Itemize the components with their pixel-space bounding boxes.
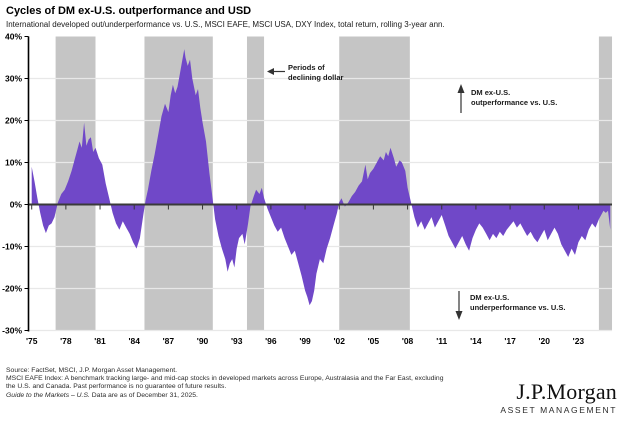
up-arrow-icon <box>457 84 465 93</box>
x-tick-label: '08 <box>402 336 414 346</box>
gtm-date: Data are as of December 31, 2025. <box>89 391 198 399</box>
declining-dollar-annotation: Periods of declining dollar <box>288 63 343 83</box>
jpmorgan-logo: J.P.Morgan ASSET MANAGEMENT <box>500 379 617 416</box>
asset-management-label: ASSET MANAGEMENT <box>500 405 617 415</box>
y-tick-label: -30% <box>2 326 22 336</box>
y-tick-label: 10% <box>5 158 22 168</box>
outperformance-annotation: DM ex-U.S. outperformance vs. U.S. <box>471 88 557 108</box>
left-arrow-icon <box>267 68 274 75</box>
x-tick-label: '99 <box>299 336 311 346</box>
gtm-title: Guide to the Markets – U.S. <box>6 391 90 399</box>
x-tick-label: '14 <box>470 336 482 346</box>
declining-dollar-line2: declining dollar <box>288 73 344 82</box>
x-tick-label: '02 <box>333 336 345 346</box>
underperformance-line2: underperformance vs. U.S. <box>470 303 566 312</box>
y-tick-label: 30% <box>5 74 22 84</box>
chart-subtitle: International developed out/underperform… <box>6 20 445 29</box>
y-tick-label: 0% <box>10 200 23 210</box>
footnote-block: Source: FactSet, MSCI, J.P. Morgan Asset… <box>6 367 443 400</box>
declining-dollar-band <box>598 36 613 331</box>
x-tick-label: '23 <box>573 336 585 346</box>
x-tick-label: '87 <box>163 336 175 346</box>
x-tick-label: '96 <box>265 336 277 346</box>
x-tick-label: '84 <box>128 336 140 346</box>
x-tick-label: '05 <box>368 336 380 346</box>
x-tick-label: '11 <box>436 336 447 346</box>
x-tick-label: '75 <box>26 336 38 346</box>
x-tick-label: '78 <box>60 336 72 346</box>
underperformance-line1: DM ex-U.S. <box>470 293 510 302</box>
definition-note-line1: MSCI EAFE Index: A benchmark tracking la… <box>6 375 444 383</box>
performance-area <box>31 49 611 306</box>
declining-dollar-line1: Periods of <box>288 63 325 72</box>
declining-dollar-band <box>246 36 265 331</box>
x-tick-label: '17 <box>504 336 516 346</box>
outperformance-line1: DM ex-U.S. <box>471 88 511 97</box>
y-tick-label: 40% <box>5 32 22 42</box>
y-tick-label: 20% <box>5 116 22 126</box>
x-tick-label: '93 <box>231 336 243 346</box>
underperformance-annotation: DM ex-U.S. underperformance vs. U.S. <box>470 293 565 313</box>
x-tick-label: '20 <box>539 336 551 346</box>
source-note: Source: FactSet, MSCI, J.P. Morgan Asset… <box>6 367 178 374</box>
y-tick-label: -10% <box>2 242 22 252</box>
chart-title: Cycles of DM ex-U.S. outperformance and … <box>6 5 252 17</box>
down-arrow-icon <box>455 311 463 320</box>
x-tick-label: '81 <box>94 336 106 346</box>
gtm-note: Guide to the Markets – U.S. Data are as … <box>6 392 443 400</box>
definition-note-line2: the U.S. and Canada. Past performance is… <box>6 383 227 391</box>
y-tick-label: -20% <box>2 284 22 294</box>
jpmorgan-brand-text: J.P.Morgan <box>516 379 617 404</box>
x-tick-label: '90 <box>197 336 209 346</box>
outperformance-line2: outperformance vs. U.S. <box>471 98 558 107</box>
